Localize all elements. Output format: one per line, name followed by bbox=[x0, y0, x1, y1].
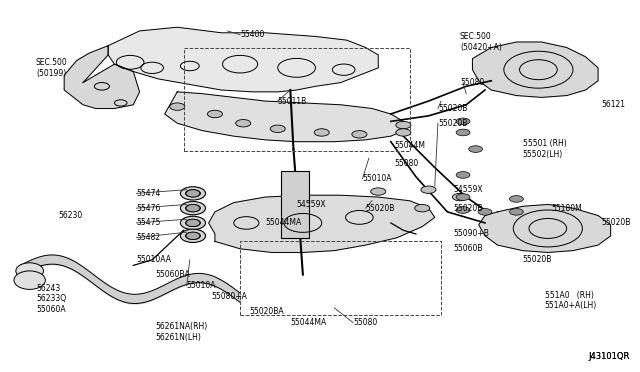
Text: 56243
56233Q
55060A: 56243 56233Q 55060A bbox=[36, 284, 66, 314]
Ellipse shape bbox=[186, 205, 200, 212]
Ellipse shape bbox=[16, 263, 44, 279]
Text: 55482: 55482 bbox=[136, 233, 161, 242]
Ellipse shape bbox=[509, 209, 524, 215]
Ellipse shape bbox=[371, 188, 386, 195]
Text: 55044MA: 55044MA bbox=[291, 318, 326, 327]
Ellipse shape bbox=[180, 187, 205, 200]
Bar bbox=[281, 171, 309, 238]
Text: SEC.500
(50199): SEC.500 (50199) bbox=[36, 58, 68, 77]
Text: 55011B: 55011B bbox=[278, 97, 307, 106]
Ellipse shape bbox=[478, 209, 492, 215]
Ellipse shape bbox=[396, 121, 411, 129]
Text: 55020B: 55020B bbox=[523, 255, 552, 264]
Ellipse shape bbox=[456, 194, 470, 201]
Text: 551A0   (RH)
551A0+A(LH): 551A0 (RH) 551A0+A(LH) bbox=[545, 291, 597, 310]
Polygon shape bbox=[64, 46, 140, 109]
Text: 55060B: 55060B bbox=[454, 244, 483, 253]
Text: 55020B: 55020B bbox=[601, 218, 630, 227]
Ellipse shape bbox=[207, 110, 223, 118]
Ellipse shape bbox=[421, 186, 436, 193]
Text: 54559X: 54559X bbox=[454, 185, 483, 194]
Text: 55010AA: 55010AA bbox=[136, 255, 172, 264]
Text: 55080: 55080 bbox=[353, 318, 378, 327]
Ellipse shape bbox=[186, 232, 200, 240]
Ellipse shape bbox=[170, 103, 185, 110]
Ellipse shape bbox=[236, 119, 251, 127]
Ellipse shape bbox=[314, 129, 329, 136]
Ellipse shape bbox=[509, 196, 524, 202]
Ellipse shape bbox=[468, 146, 483, 153]
Text: J43101QR: J43101QR bbox=[589, 352, 630, 361]
Ellipse shape bbox=[415, 205, 429, 212]
Text: 54559X: 54559X bbox=[296, 200, 326, 209]
Text: 55180M: 55180M bbox=[551, 203, 582, 213]
Text: 55501 (RH)
55502(LH): 55501 (RH) 55502(LH) bbox=[523, 140, 566, 159]
Ellipse shape bbox=[186, 232, 200, 240]
Text: 55044M: 55044M bbox=[394, 141, 425, 150]
Ellipse shape bbox=[456, 207, 470, 213]
Text: 55010A: 55010A bbox=[362, 174, 392, 183]
Text: 55475: 55475 bbox=[136, 218, 161, 227]
Text: 55020B: 55020B bbox=[438, 119, 467, 128]
Ellipse shape bbox=[180, 216, 205, 230]
Ellipse shape bbox=[180, 202, 205, 215]
Text: 55400: 55400 bbox=[240, 30, 264, 39]
Ellipse shape bbox=[352, 131, 367, 138]
Text: 55080+A: 55080+A bbox=[212, 292, 248, 301]
Text: 55080: 55080 bbox=[460, 78, 484, 87]
Text: SEC.500
(50420+A): SEC.500 (50420+A) bbox=[460, 32, 502, 52]
Text: 55476: 55476 bbox=[136, 203, 161, 213]
Text: 55060BA: 55060BA bbox=[156, 270, 190, 279]
Ellipse shape bbox=[186, 190, 200, 197]
Text: 55010A: 55010A bbox=[187, 281, 216, 290]
Ellipse shape bbox=[452, 193, 467, 201]
Ellipse shape bbox=[456, 171, 470, 178]
Ellipse shape bbox=[186, 205, 200, 212]
Ellipse shape bbox=[456, 118, 470, 125]
Text: 55090+B: 55090+B bbox=[454, 230, 490, 238]
Text: J43101QR: J43101QR bbox=[589, 352, 630, 361]
Ellipse shape bbox=[396, 129, 411, 136]
Text: 55474: 55474 bbox=[136, 189, 161, 198]
Polygon shape bbox=[479, 205, 611, 253]
Text: 55080: 55080 bbox=[394, 159, 418, 169]
Ellipse shape bbox=[186, 190, 200, 197]
Ellipse shape bbox=[14, 271, 45, 289]
Text: 55044MA: 55044MA bbox=[265, 218, 301, 227]
Text: 55020B: 55020B bbox=[438, 104, 467, 113]
Ellipse shape bbox=[186, 219, 200, 227]
Text: 55020B: 55020B bbox=[365, 203, 395, 213]
Bar bbox=[240, 241, 441, 315]
Polygon shape bbox=[108, 27, 378, 92]
Text: 56121: 56121 bbox=[601, 100, 625, 109]
Text: 55020BA: 55020BA bbox=[250, 307, 284, 316]
Text: 56230: 56230 bbox=[58, 211, 82, 220]
Polygon shape bbox=[472, 42, 598, 97]
Text: 55020B: 55020B bbox=[454, 203, 483, 213]
Text: 56261NA(RH)
56261N(LH): 56261NA(RH) 56261N(LH) bbox=[156, 322, 207, 341]
Ellipse shape bbox=[180, 229, 205, 243]
Bar bbox=[184, 48, 410, 151]
Ellipse shape bbox=[270, 125, 285, 132]
Polygon shape bbox=[164, 92, 403, 142]
Polygon shape bbox=[209, 195, 435, 253]
Ellipse shape bbox=[186, 219, 200, 227]
Ellipse shape bbox=[456, 129, 470, 136]
